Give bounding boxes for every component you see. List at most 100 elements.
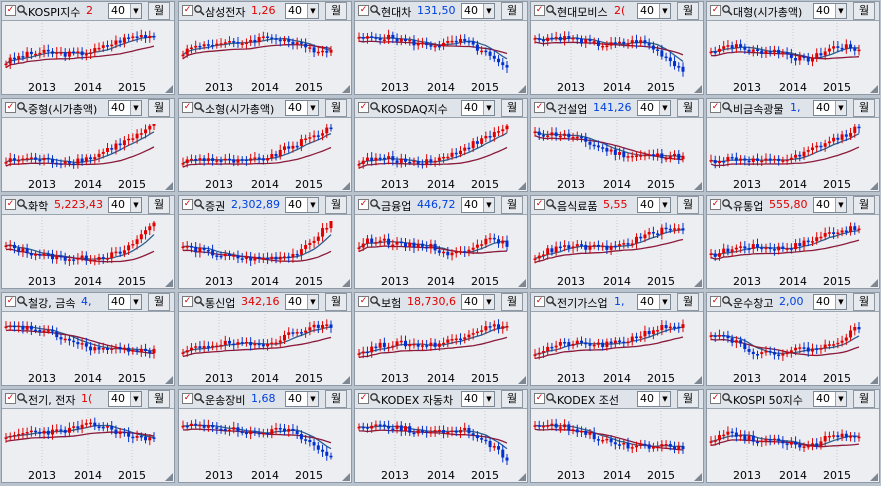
- resize-grip-icon[interactable]: [694, 182, 702, 190]
- chart-panel[interactable]: ✓ 중형(시가총액) 40 ▼ 월 2013 2014 2015: [1, 98, 175, 192]
- resize-grip-icon[interactable]: [165, 182, 173, 190]
- resize-grip-icon[interactable]: [165, 473, 173, 481]
- chart-panel[interactable]: ✓ 금융업 446,72 40 ▼ 월 2013 2014 2015: [354, 195, 528, 289]
- chevron-down-icon[interactable]: ▼: [130, 198, 141, 212]
- period-button[interactable]: 월: [501, 99, 523, 117]
- chart-panel[interactable]: ✓ KODEX 조선 40 ▼ 월 2013 2014 2015: [530, 389, 704, 483]
- chart-panel[interactable]: ✓ KODEX 자동차 40 ▼ 월 2013 2014 2015: [354, 389, 528, 483]
- panel-checkbox[interactable]: ✓: [534, 199, 545, 210]
- search-icon[interactable]: [16, 392, 28, 404]
- period-count-select[interactable]: 40 ▼: [108, 294, 142, 310]
- period-button[interactable]: 월: [325, 390, 347, 408]
- panel-checkbox[interactable]: ✓: [710, 393, 721, 404]
- search-icon[interactable]: [193, 101, 205, 113]
- chevron-down-icon[interactable]: ▼: [483, 295, 494, 309]
- resize-grip-icon[interactable]: [870, 85, 878, 93]
- chart-panel[interactable]: ✓ 현대차 131,50 40 ▼ 월 2013 2014 2015: [354, 1, 528, 95]
- chevron-down-icon[interactable]: ▼: [130, 392, 141, 406]
- chart-panel[interactable]: ✓ 전기, 전자 1(40 ▼ 월 2013 2014 2015: [1, 389, 175, 483]
- chevron-down-icon[interactable]: ▼: [835, 101, 846, 115]
- period-count-select[interactable]: 40 ▼: [461, 100, 495, 116]
- chevron-down-icon[interactable]: ▼: [659, 101, 670, 115]
- period-button[interactable]: 월: [148, 390, 170, 408]
- resize-grip-icon[interactable]: [518, 473, 526, 481]
- period-count-select[interactable]: 40 ▼: [461, 3, 495, 19]
- chart-panel[interactable]: ✓ 보험 18,730,6 40 ▼ 월 2013 2014 2015: [354, 292, 528, 386]
- period-count-select[interactable]: 40 ▼: [813, 294, 847, 310]
- search-icon[interactable]: [16, 295, 28, 307]
- panel-checkbox[interactable]: ✓: [710, 102, 721, 113]
- period-button[interactable]: 월: [677, 293, 699, 311]
- period-button[interactable]: 월: [501, 390, 523, 408]
- resize-grip-icon[interactable]: [518, 376, 526, 384]
- panel-checkbox[interactable]: ✓: [534, 393, 545, 404]
- period-count-select[interactable]: 40 ▼: [285, 294, 319, 310]
- search-icon[interactable]: [193, 198, 205, 210]
- panel-checkbox[interactable]: ✓: [182, 102, 193, 113]
- period-button[interactable]: 월: [677, 99, 699, 117]
- search-icon[interactable]: [369, 295, 381, 307]
- period-count-select[interactable]: 40 ▼: [108, 197, 142, 213]
- chevron-down-icon[interactable]: ▼: [659, 392, 670, 406]
- search-icon[interactable]: [16, 198, 28, 210]
- panel-checkbox[interactable]: ✓: [710, 5, 721, 16]
- period-count-select[interactable]: 40 ▼: [813, 3, 847, 19]
- chevron-down-icon[interactable]: ▼: [483, 101, 494, 115]
- search-icon[interactable]: [545, 392, 557, 404]
- chevron-down-icon[interactable]: ▼: [130, 295, 141, 309]
- panel-checkbox[interactable]: ✓: [358, 102, 369, 113]
- search-icon[interactable]: [721, 392, 733, 404]
- period-count-select[interactable]: 40 ▼: [637, 294, 671, 310]
- period-button[interactable]: 월: [501, 293, 523, 311]
- panel-checkbox[interactable]: ✓: [182, 296, 193, 307]
- period-count-select[interactable]: 40 ▼: [108, 391, 142, 407]
- period-count-select[interactable]: 40 ▼: [813, 391, 847, 407]
- chart-panel[interactable]: ✓ 통신업 342,16 40 ▼ 월 2013 2014 2015: [178, 292, 352, 386]
- resize-grip-icon[interactable]: [165, 279, 173, 287]
- chevron-down-icon[interactable]: ▼: [307, 198, 318, 212]
- resize-grip-icon[interactable]: [342, 279, 350, 287]
- search-icon[interactable]: [369, 392, 381, 404]
- chevron-down-icon[interactable]: ▼: [307, 295, 318, 309]
- period-count-select[interactable]: 40 ▼: [813, 100, 847, 116]
- period-button[interactable]: 월: [148, 293, 170, 311]
- resize-grip-icon[interactable]: [165, 376, 173, 384]
- search-icon[interactable]: [193, 392, 205, 404]
- panel-checkbox[interactable]: ✓: [358, 199, 369, 210]
- period-button[interactable]: 월: [853, 390, 875, 408]
- search-icon[interactable]: [16, 4, 28, 16]
- resize-grip-icon[interactable]: [518, 182, 526, 190]
- chevron-down-icon[interactable]: ▼: [835, 295, 846, 309]
- resize-grip-icon[interactable]: [870, 473, 878, 481]
- period-count-select[interactable]: 40 ▼: [285, 100, 319, 116]
- panel-checkbox[interactable]: ✓: [710, 199, 721, 210]
- period-button[interactable]: 월: [677, 2, 699, 20]
- chevron-down-icon[interactable]: ▼: [483, 392, 494, 406]
- period-button[interactable]: 월: [148, 2, 170, 20]
- resize-grip-icon[interactable]: [870, 182, 878, 190]
- search-icon[interactable]: [721, 4, 733, 16]
- period-button[interactable]: 월: [325, 99, 347, 117]
- period-count-select[interactable]: 40 ▼: [637, 391, 671, 407]
- search-icon[interactable]: [545, 198, 557, 210]
- panel-checkbox[interactable]: ✓: [182, 5, 193, 16]
- chevron-down-icon[interactable]: ▼: [307, 392, 318, 406]
- chevron-down-icon[interactable]: ▼: [835, 198, 846, 212]
- period-button[interactable]: 월: [148, 196, 170, 214]
- chart-panel[interactable]: ✓ KOSPI 50지수 40 ▼ 월 2013 2014 2015: [706, 389, 880, 483]
- resize-grip-icon[interactable]: [870, 279, 878, 287]
- panel-checkbox[interactable]: ✓: [182, 393, 193, 404]
- resize-grip-icon[interactable]: [342, 85, 350, 93]
- chart-panel[interactable]: ✓ 대형(시가총액) 40 ▼ 월 2013 2014 2015: [706, 1, 880, 95]
- resize-grip-icon[interactable]: [694, 279, 702, 287]
- chart-panel[interactable]: ✓ 건설업 141,26 40 ▼ 월 2013 2014 2015: [530, 98, 704, 192]
- search-icon[interactable]: [369, 198, 381, 210]
- resize-grip-icon[interactable]: [165, 85, 173, 93]
- period-count-select[interactable]: 40 ▼: [461, 294, 495, 310]
- panel-checkbox[interactable]: ✓: [5, 5, 16, 16]
- panel-checkbox[interactable]: ✓: [534, 5, 545, 16]
- period-button[interactable]: 월: [501, 196, 523, 214]
- period-count-select[interactable]: 40 ▼: [637, 100, 671, 116]
- search-icon[interactable]: [16, 101, 28, 113]
- chart-panel[interactable]: ✓ 유통업 555,80 40 ▼ 월 2013 2014 2015: [706, 195, 880, 289]
